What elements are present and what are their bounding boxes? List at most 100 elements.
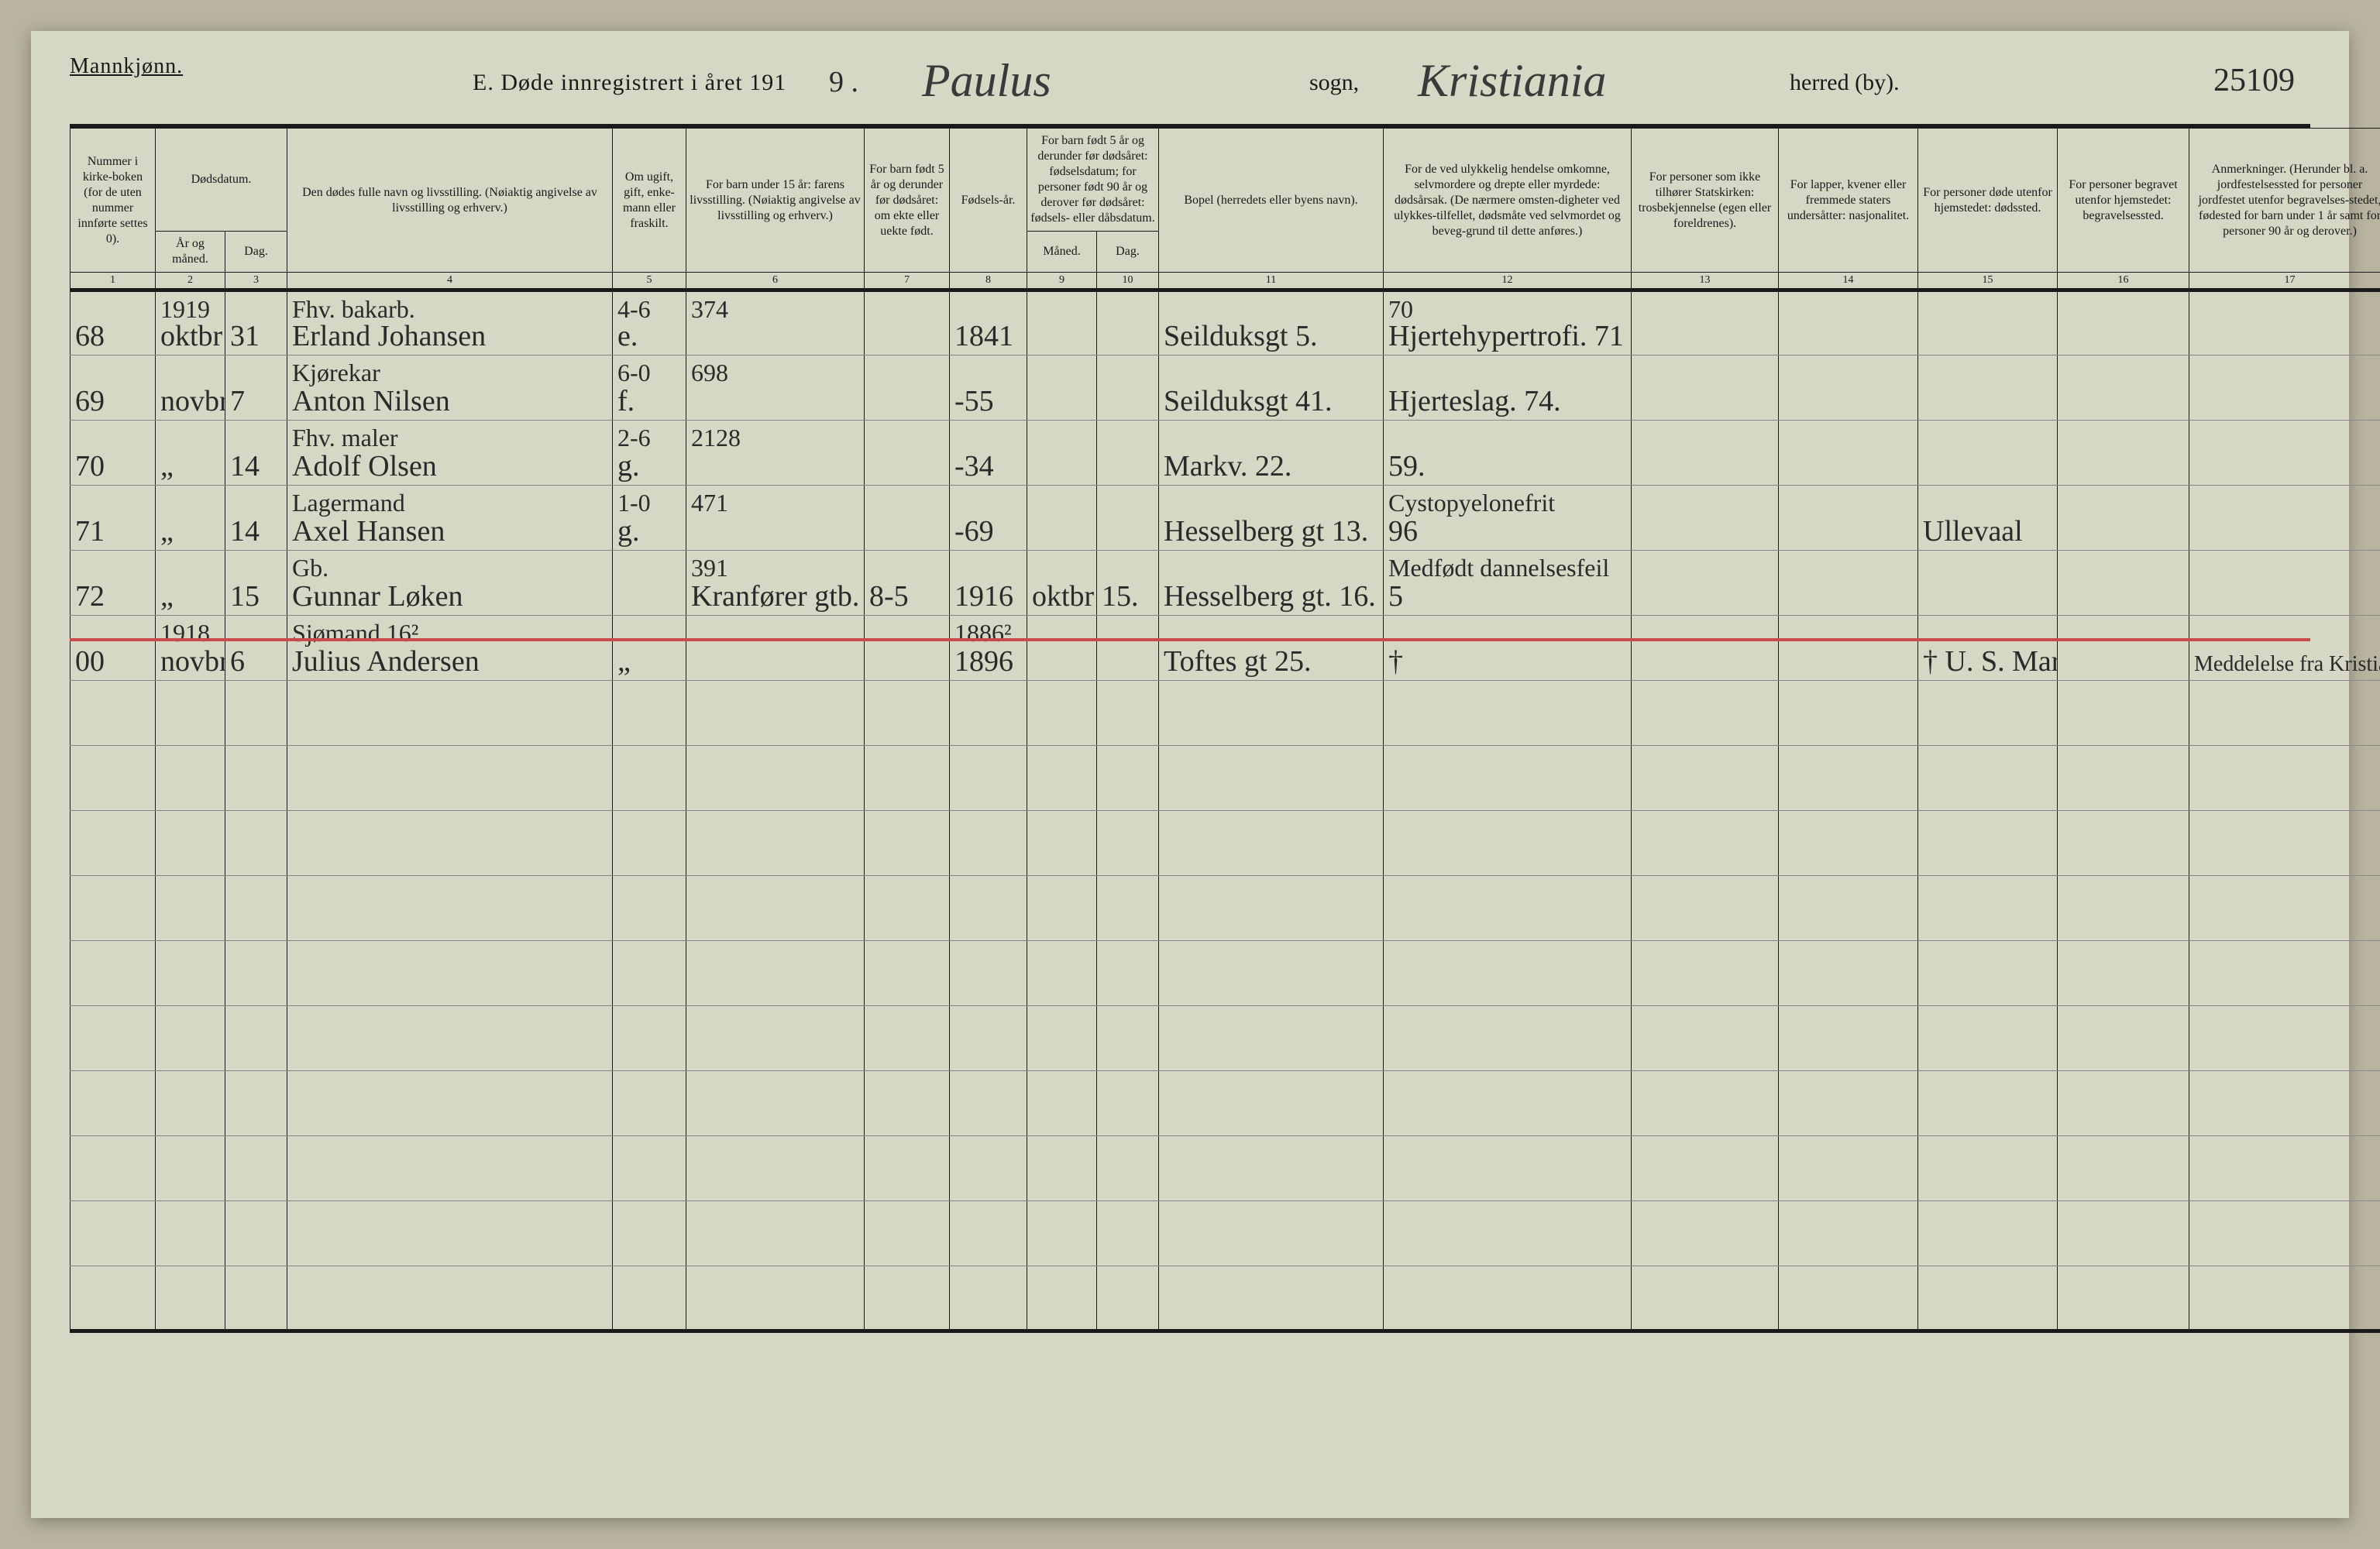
empty-cell xyxy=(71,746,156,811)
empty-row xyxy=(71,811,2380,876)
col-header-15: For personer døde utenfor hjemstedet: dø… xyxy=(1918,129,2058,273)
cell-anm xyxy=(2189,355,2380,421)
empty-cell xyxy=(1632,681,1779,746)
empty-cell xyxy=(225,876,287,941)
cell-birth: 1886²1896 xyxy=(950,616,1027,681)
cell-bd xyxy=(1097,486,1159,551)
col-header-2b: Dag. xyxy=(225,232,287,273)
page-number: 25109 xyxy=(2213,62,2295,99)
cell-upper: Cystopyelonefrit xyxy=(1388,489,1626,517)
cell-cause: 70Hjertehypertrofi. 71 xyxy=(1384,290,1632,355)
cell-day: 14 xyxy=(225,486,287,551)
cell-value: Kranfører gtb. xyxy=(691,580,859,613)
empty-cell xyxy=(1779,1201,1918,1266)
empty-cell xyxy=(2189,1136,2380,1201)
cell-value: „ xyxy=(160,515,174,548)
cell-bd xyxy=(1097,355,1159,421)
empty-cell xyxy=(1027,681,1097,746)
cell-upper: 6-0 xyxy=(617,359,681,387)
cell-value: 72 xyxy=(75,580,105,613)
cell-value: novbr xyxy=(160,385,225,417)
table-row: 69✓novbr7KjørekarAnton Nilsen6-0f.698-55… xyxy=(71,355,2380,421)
cell-value: Hesselberg gt. 16. xyxy=(1164,580,1376,613)
empty-cell xyxy=(2058,1201,2189,1266)
district-name: Kristiania xyxy=(1418,54,1606,108)
cell-value: f. xyxy=(617,385,635,417)
cell-dodssted xyxy=(1918,551,2058,616)
column-number: 17 xyxy=(2189,273,2380,290)
cell-name: Gb.Gunnar Løken xyxy=(287,551,613,616)
cell-c14 xyxy=(1779,551,1918,616)
empty-cell xyxy=(613,1071,686,1136)
empty-cell xyxy=(950,811,1027,876)
cell-marit: 6-0f. xyxy=(613,355,686,421)
empty-cell xyxy=(225,1266,287,1331)
empty-cell xyxy=(225,1071,287,1136)
empty-cell xyxy=(1159,1201,1384,1266)
empty-cell xyxy=(613,681,686,746)
table-row: 72✓„15Gb.Gunnar Løken391Kranfører gtb.8-… xyxy=(71,551,2380,616)
cell-anm xyxy=(2189,551,2380,616)
empty-cell xyxy=(1918,1201,2058,1266)
cell-value: „ xyxy=(617,645,631,678)
column-number: 14 xyxy=(1779,273,1918,290)
empty-cell xyxy=(865,1266,950,1331)
cell-mon: „ xyxy=(156,421,225,486)
cell-c14 xyxy=(1779,616,1918,681)
empty-cell xyxy=(156,941,225,1006)
empty-cell xyxy=(686,746,865,811)
cell-marit: „ xyxy=(613,616,686,681)
cell-ekte xyxy=(865,616,950,681)
cell-birth: -55 xyxy=(950,355,1027,421)
cell-value: † xyxy=(1388,645,1403,678)
cell-value: Markv. 22. xyxy=(1164,450,1291,483)
cell-ekte xyxy=(865,290,950,355)
cell-value: Hjerteslag. 74. xyxy=(1388,385,1561,417)
empty-cell xyxy=(1384,681,1632,746)
cell-bm xyxy=(1027,355,1097,421)
cell-value: g. xyxy=(617,515,640,548)
empty-cell xyxy=(1918,876,2058,941)
cell-addr: Markv. 22. xyxy=(1159,421,1384,486)
empty-cell xyxy=(1027,1006,1097,1071)
cell-marit xyxy=(613,551,686,616)
empty-cell xyxy=(2058,941,2189,1006)
empty-cell xyxy=(1918,1006,2058,1071)
empty-cell xyxy=(950,1071,1027,1136)
title-text: E. Døde innregistrert i året 191 xyxy=(473,70,786,96)
empty-cell xyxy=(1779,1006,1918,1071)
empty-cell xyxy=(287,1201,613,1266)
check-mark: ✓ xyxy=(71,644,72,671)
empty-cell xyxy=(1159,941,1384,1006)
empty-cell xyxy=(1918,1136,2058,1201)
cell-value: -69 xyxy=(954,515,994,548)
empty-cell xyxy=(1097,1071,1159,1136)
cell-upper: 1-0 xyxy=(617,489,681,517)
cell-value: 15 xyxy=(230,580,260,613)
cell-anm xyxy=(2189,421,2380,486)
check-mark: ✓ xyxy=(71,514,72,541)
empty-cell xyxy=(686,941,865,1006)
check-mark: ✓ xyxy=(71,449,72,476)
empty-cell xyxy=(613,1266,686,1331)
cell-c16 xyxy=(2058,290,2189,355)
empty-cell xyxy=(225,1006,287,1071)
cell-value: 7 xyxy=(230,385,245,417)
cell-dodssted xyxy=(1918,355,2058,421)
empty-cell xyxy=(1159,1006,1384,1071)
cell-birth: 1916 xyxy=(950,551,1027,616)
cell-cause: Medfødt dannelsesfeil5 xyxy=(1384,551,1632,616)
empty-cell xyxy=(1097,746,1159,811)
empty-cell xyxy=(686,1071,865,1136)
empty-cell xyxy=(225,811,287,876)
empty-cell xyxy=(2189,1071,2380,1136)
cell-day: 14 xyxy=(225,421,287,486)
cell-bd xyxy=(1097,290,1159,355)
cell-value: Seilduksgt 41. xyxy=(1164,385,1332,417)
empty-cell xyxy=(950,746,1027,811)
column-number: 6 xyxy=(686,273,865,290)
cell-bm: oktbr xyxy=(1027,551,1097,616)
cell-value: 15. xyxy=(1102,580,1139,613)
empty-cell xyxy=(1918,1071,2058,1136)
empty-cell xyxy=(1918,941,2058,1006)
